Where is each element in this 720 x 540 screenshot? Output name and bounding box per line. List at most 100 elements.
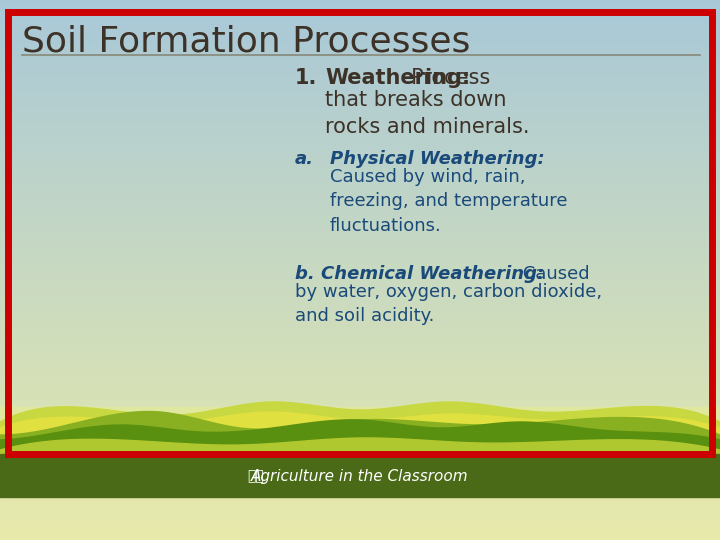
- Bar: [0, 485, 720, 491]
- Bar: [0, 0, 720, 5]
- Bar: [0, 172, 720, 178]
- Bar: [0, 124, 720, 130]
- Bar: [0, 118, 720, 124]
- Bar: [0, 194, 720, 200]
- Text: b. Chemical Weathering:: b. Chemical Weathering:: [295, 265, 544, 283]
- Bar: [0, 475, 720, 481]
- Bar: [0, 48, 720, 54]
- Bar: [0, 151, 720, 157]
- Bar: [0, 318, 720, 324]
- Bar: [0, 226, 720, 232]
- Bar: [0, 253, 720, 259]
- Bar: [0, 345, 720, 351]
- Bar: [0, 26, 720, 32]
- Bar: [0, 188, 720, 194]
- Bar: [0, 350, 720, 356]
- Bar: [0, 313, 720, 319]
- Bar: [0, 458, 720, 464]
- Bar: [0, 453, 720, 459]
- Bar: [0, 43, 720, 49]
- Bar: [0, 502, 720, 508]
- Bar: [0, 80, 720, 86]
- Bar: [0, 426, 720, 432]
- Bar: [0, 205, 720, 211]
- Bar: [0, 372, 720, 378]
- Bar: [0, 97, 720, 103]
- Bar: [0, 264, 720, 270]
- Bar: [0, 383, 720, 389]
- Bar: [0, 129, 720, 135]
- Text: Caused by wind, rain,
freezing, and temperature
fluctuations.: Caused by wind, rain, freezing, and temp…: [330, 168, 567, 234]
- Bar: [0, 248, 720, 254]
- Bar: [0, 237, 720, 243]
- Bar: [0, 529, 720, 535]
- Bar: [0, 496, 720, 502]
- Bar: [0, 280, 720, 286]
- Bar: [0, 523, 720, 529]
- Bar: [0, 534, 720, 540]
- Bar: [0, 161, 720, 167]
- Bar: [0, 394, 720, 400]
- Bar: [0, 167, 720, 173]
- Bar: [0, 134, 720, 140]
- Text: a.: a.: [295, 150, 314, 168]
- Bar: [0, 302, 720, 308]
- Bar: [0, 86, 720, 92]
- Bar: [0, 518, 720, 524]
- Bar: [0, 356, 720, 362]
- Bar: [0, 410, 720, 416]
- Bar: [0, 215, 720, 221]
- Bar: [0, 259, 720, 265]
- Text: Physical Weathering:: Physical Weathering:: [330, 150, 545, 168]
- Bar: [0, 21, 720, 27]
- Bar: [0, 291, 720, 297]
- Bar: [0, 399, 720, 405]
- Bar: [0, 415, 720, 421]
- Bar: [0, 323, 720, 329]
- Bar: [0, 53, 720, 59]
- Bar: [0, 480, 720, 486]
- Text: Caused: Caused: [517, 265, 590, 283]
- Bar: [0, 178, 720, 184]
- Text: that breaks down
rocks and minerals.: that breaks down rocks and minerals.: [325, 90, 529, 137]
- Bar: [0, 242, 720, 248]
- Bar: [0, 32, 720, 38]
- Bar: [0, 404, 720, 410]
- Bar: [0, 329, 720, 335]
- Text: Soil Formation Processes: Soil Formation Processes: [22, 25, 470, 59]
- Bar: [0, 367, 720, 373]
- Bar: [0, 75, 720, 81]
- Bar: [0, 307, 720, 313]
- Bar: [0, 91, 720, 97]
- Bar: [0, 37, 720, 43]
- Bar: [0, 286, 720, 292]
- Text: by water, oxygen, carbon dioxide,
and soil acidity.: by water, oxygen, carbon dioxide, and so…: [295, 283, 602, 325]
- Bar: [0, 16, 720, 22]
- Bar: [0, 491, 720, 497]
- Bar: [0, 334, 720, 340]
- Text: Process: Process: [325, 68, 490, 88]
- Text: 1.: 1.: [295, 68, 318, 88]
- Bar: [0, 437, 720, 443]
- Bar: [0, 431, 720, 437]
- Bar: [0, 361, 720, 367]
- Bar: [0, 377, 720, 383]
- Bar: [0, 340, 720, 346]
- Bar: [0, 10, 720, 16]
- Bar: [0, 454, 720, 497]
- Bar: [0, 275, 720, 281]
- Bar: [0, 442, 720, 448]
- Bar: [0, 512, 720, 518]
- Bar: [0, 448, 720, 454]
- Bar: [0, 145, 720, 151]
- Bar: [0, 64, 720, 70]
- Bar: [0, 199, 720, 205]
- Text: Weathering:: Weathering:: [325, 68, 470, 88]
- Bar: [0, 388, 720, 394]
- Bar: [0, 107, 720, 113]
- Bar: [0, 221, 720, 227]
- Bar: [0, 5, 720, 11]
- Bar: [0, 296, 720, 302]
- Bar: [0, 421, 720, 427]
- Text: 𝆹𝅥: 𝆹𝅥: [248, 469, 264, 483]
